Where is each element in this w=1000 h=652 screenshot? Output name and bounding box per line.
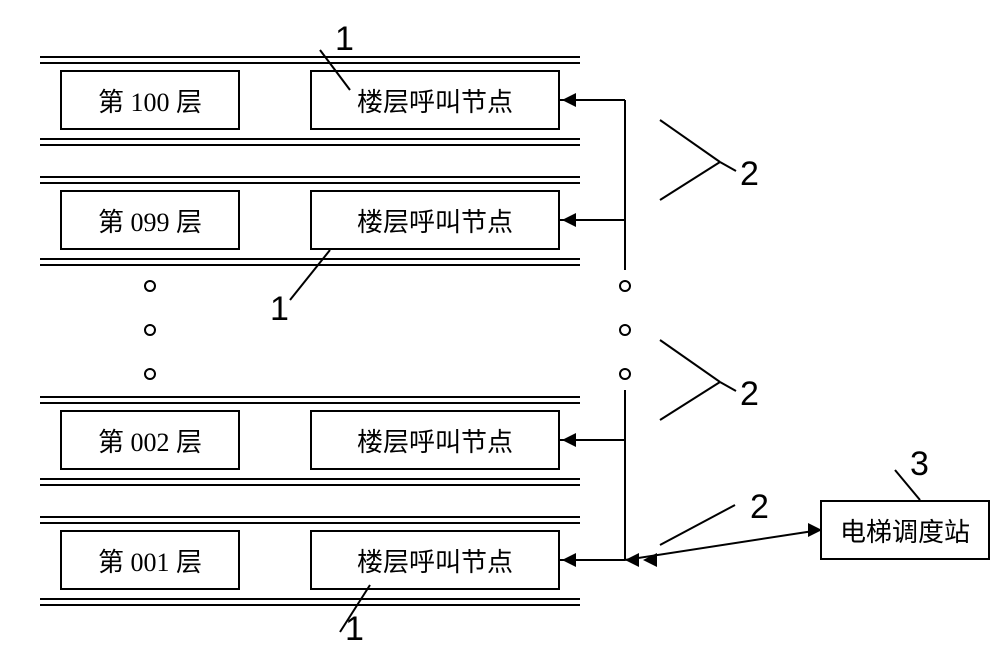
callout-leader bbox=[660, 120, 720, 162]
callout-leader bbox=[290, 250, 330, 300]
callout-leader bbox=[895, 470, 920, 500]
callout-leader bbox=[720, 382, 736, 391]
arrow-toward-nodes bbox=[643, 553, 657, 567]
callout-leader bbox=[320, 50, 350, 90]
arrow-into-node bbox=[562, 213, 576, 227]
callout-leader bbox=[660, 505, 735, 545]
diagram-stage: 第 100 层楼层呼叫节点第 099 层楼层呼叫节点第 002 层楼层呼叫节点第… bbox=[0, 0, 1000, 652]
callout-leader bbox=[660, 340, 720, 382]
callout-leader bbox=[660, 162, 720, 200]
callout-leader bbox=[660, 382, 720, 420]
callout-leader bbox=[340, 585, 370, 632]
arrow-into-station bbox=[808, 523, 822, 537]
connections-layer bbox=[0, 0, 1000, 652]
arrow-into-node bbox=[562, 433, 576, 447]
arrow-into-node bbox=[562, 553, 576, 567]
arrow-back-to-bus bbox=[625, 553, 639, 567]
callout-leader bbox=[720, 162, 736, 171]
arrow-into-node bbox=[562, 93, 576, 107]
